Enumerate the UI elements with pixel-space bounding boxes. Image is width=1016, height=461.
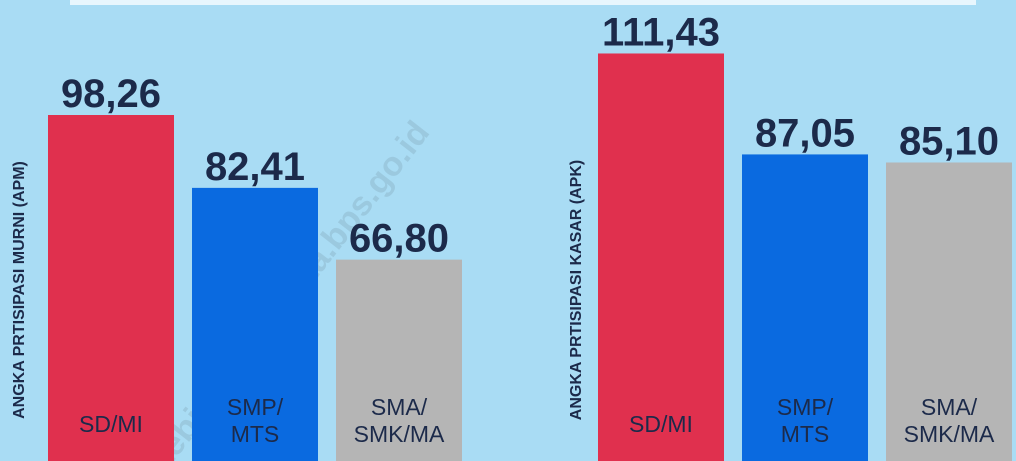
bar xyxy=(598,53,724,461)
bar xyxy=(48,114,174,461)
y-axis-label: ANGKA PRTISIPASI MURNI (APM) xyxy=(11,161,28,419)
bar xyxy=(886,162,1012,461)
value-label: 111,43 xyxy=(602,10,720,54)
bar xyxy=(742,154,868,461)
category-label: SD/MI xyxy=(629,411,693,437)
top-band xyxy=(70,0,976,5)
category-label: SMP/MTS xyxy=(777,394,834,447)
category-label: SMA/SMK/MA xyxy=(904,394,995,447)
value-label: 82,41 xyxy=(205,145,305,189)
y-axis-label: ANGKA PRTISIPASI KASAR (APK) xyxy=(568,160,585,420)
value-label: 87,05 xyxy=(755,111,855,155)
category-label: SMP/MTS xyxy=(227,394,284,447)
value-label: 85,10 xyxy=(899,119,999,163)
category-label: SD/MI xyxy=(79,411,143,437)
value-label: 66,80 xyxy=(349,217,449,261)
bar xyxy=(336,259,462,461)
category-label: SMA/SMK/MA xyxy=(354,394,445,447)
bar xyxy=(192,187,318,461)
value-label: 98,26 xyxy=(61,72,161,116)
